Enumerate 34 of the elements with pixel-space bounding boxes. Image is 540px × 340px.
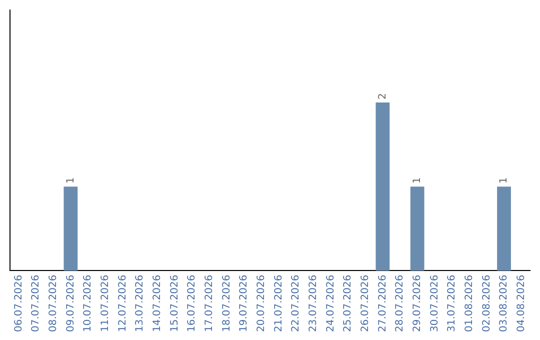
x-tick-label: 06.07.2026 (13, 274, 24, 332)
x-tick-label: 31.07.2026 (446, 274, 458, 332)
x-tick-label: 03.08.2026 (498, 274, 510, 332)
x-tick-label: 14.07.2026 (152, 274, 163, 332)
x-tick-label: 08.07.2026 (48, 274, 59, 332)
x-tick-label: 27.07.2026 (377, 274, 388, 332)
data-label: 1 (412, 177, 423, 184)
x-tick-label: 29.07.2026 (412, 274, 423, 332)
x-tick-label: 01.08.2026 (464, 274, 475, 332)
x-tick-label: 22.07.2026 (290, 274, 302, 332)
x-tick-label: 23.07.2026 (308, 274, 319, 332)
x-tick-label: 21.07.2026 (273, 274, 284, 332)
x-tick-label: 30.07.2026 (429, 274, 440, 332)
x-tick-label: 24.07.2026 (325, 274, 336, 332)
x-tick-label: 09.07.2026 (65, 274, 76, 332)
x-tick-label: 02.08.2026 (481, 274, 492, 332)
x-tick-label: 12.07.2026 (117, 274, 128, 332)
x-tick-label: 19.07.2026 (238, 274, 250, 332)
x-tick-label: 28.07.2026 (394, 274, 406, 332)
x-tick-label: 16.07.2026 (186, 274, 198, 332)
x-tick-label: 26.07.2026 (360, 274, 371, 332)
data-label: 1 (65, 177, 76, 184)
x-tick-label: 04.08.2026 (516, 274, 527, 332)
x-tick-label: 17.07.2026 (204, 274, 215, 332)
x-tick-label: 13.07.2026 (134, 274, 146, 332)
x-tick-label: 11.07.2026 (100, 274, 111, 332)
x-tick-label: 18.07.2026 (221, 274, 232, 332)
x-tick-label: 10.07.2026 (82, 274, 94, 332)
x-tick-label: 07.07.2026 (30, 274, 42, 332)
data-label: 2 (377, 93, 388, 100)
x-tick-label: 20.07.2026 (256, 274, 267, 332)
x-tick-label: 15.07.2026 (169, 274, 180, 332)
data-label: 1 (498, 177, 510, 184)
x-tick-label: 25.07.2026 (342, 274, 354, 332)
